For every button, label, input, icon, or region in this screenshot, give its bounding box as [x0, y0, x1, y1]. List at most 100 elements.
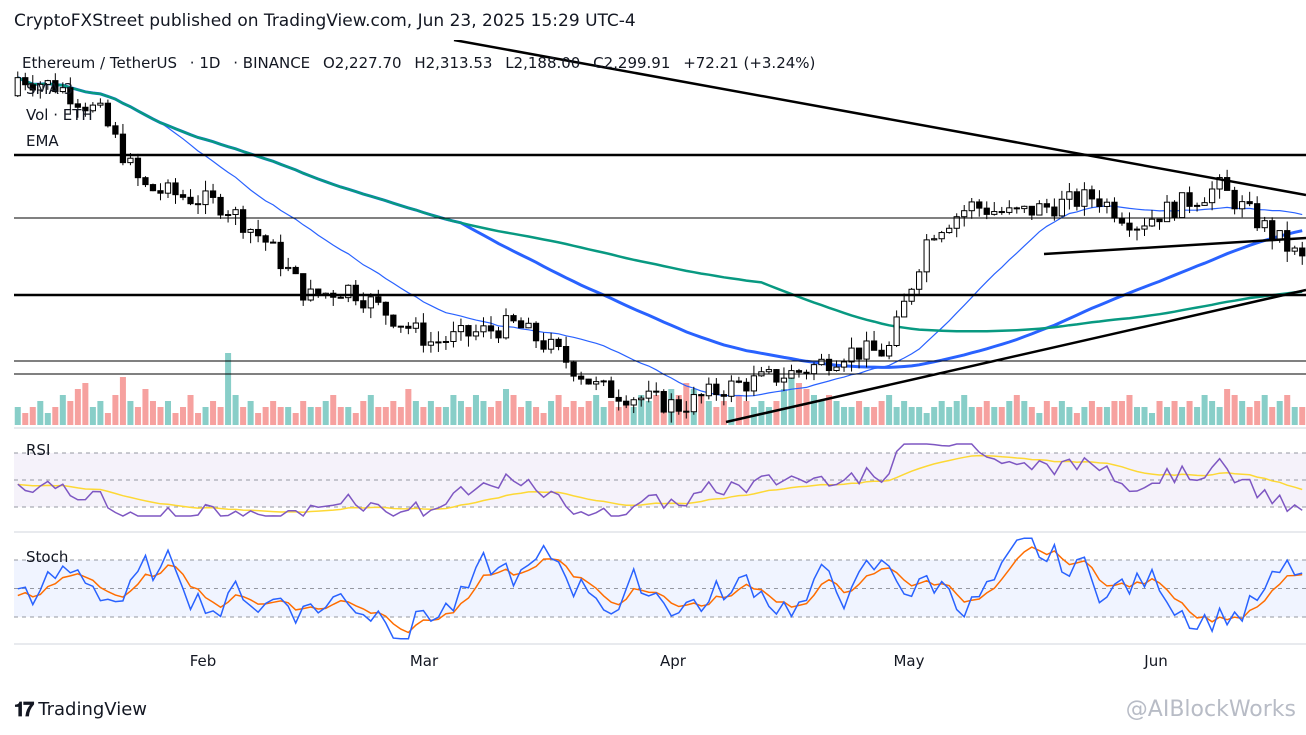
ema-label[interactable]: EMA: [26, 132, 59, 150]
pane-backgrounds: [14, 427, 1306, 645]
candle-body: [728, 380, 735, 397]
candle-body: [600, 380, 607, 383]
volume-bar: [367, 395, 374, 425]
volume-bar: [465, 407, 472, 425]
candle-body: [630, 399, 637, 406]
vol-label[interactable]: Vol · ETH: [26, 106, 93, 124]
volume-bar: [119, 377, 126, 425]
candle-body: [562, 346, 570, 363]
candle: [390, 314, 397, 329]
candle: [375, 289, 382, 306]
candle-body: [292, 266, 299, 275]
volume-bar: [540, 413, 547, 425]
candle-body: [277, 241, 284, 270]
candle-body: [608, 380, 615, 398]
candle-body: [705, 383, 712, 397]
candle-body: [938, 232, 945, 240]
volume-bar: [923, 413, 930, 425]
volume-bar: [623, 401, 630, 425]
candle-body: [337, 296, 344, 299]
stoch-pane: [14, 537, 1306, 640]
stoch-label[interactable]: Stoch: [26, 548, 69, 566]
candle-body: [1021, 205, 1028, 210]
volume-bar: [615, 407, 622, 425]
candle: [89, 102, 97, 113]
candle-body: [555, 338, 562, 348]
volume-bar: [931, 407, 938, 425]
candle: [547, 332, 555, 354]
volume-bar: [608, 401, 615, 425]
volume-bar: [1126, 395, 1133, 425]
candle-body: [427, 341, 435, 346]
chart-area[interactable]: Feb Mar Apr May Jun Ethereum / TetherUS · 1D…: [14, 40, 1306, 682]
volume-bar: [1186, 401, 1193, 425]
sma-label[interactable]: SMA 3: [26, 80, 74, 98]
candle: [946, 224, 953, 234]
volume-bar: [630, 407, 637, 425]
candle-body: [134, 157, 142, 179]
volume-bar: [810, 395, 817, 425]
volume-bar: [225, 353, 232, 425]
candle: [1239, 195, 1246, 218]
price-chart-svg[interactable]: Feb Mar Apr May Jun: [14, 40, 1306, 682]
candle-body: [773, 369, 780, 383]
candle: [134, 153, 142, 186]
volume-bar: [548, 401, 555, 425]
candle-body: [900, 300, 908, 318]
volume-bar: [998, 407, 1005, 425]
candle-body: [991, 211, 998, 215]
volume-bar: [833, 401, 840, 425]
volume-bar: [525, 401, 532, 425]
candle-body: [825, 358, 833, 372]
candle-body: [247, 228, 254, 233]
candle-body: [923, 239, 930, 273]
x-tick-label: Apr: [660, 652, 687, 670]
volume-bar: [1088, 401, 1095, 425]
candle: [608, 376, 615, 398]
candle: [457, 318, 465, 341]
tradingview-logo[interactable]: 𝟏𝟕 TradingView: [14, 697, 147, 721]
candle-body: [1148, 218, 1156, 227]
candle: [142, 176, 149, 188]
candle: [998, 206, 1005, 215]
candle: [37, 81, 44, 99]
volume-bar: [795, 383, 802, 425]
candle: [675, 395, 682, 415]
stoch-d-line: [17, 546, 1303, 634]
candle: [1073, 188, 1081, 211]
candle-body: [818, 358, 825, 366]
candle-body: [345, 284, 352, 299]
candle-body: [300, 273, 307, 301]
volume-bar: [916, 407, 923, 425]
candle-body: [690, 394, 697, 413]
candle-body: [885, 344, 893, 357]
close-value: C2,299.91: [593, 54, 671, 72]
sep: ·: [233, 54, 238, 72]
candle: [59, 82, 66, 94]
rsi-line: [17, 443, 1303, 518]
candle: [487, 316, 495, 339]
candle: [202, 180, 209, 215]
candle: [254, 219, 262, 243]
candle-body: [224, 214, 232, 217]
candle: [14, 71, 21, 97]
volume-bar: [240, 407, 247, 425]
volume-bar: [1171, 401, 1178, 425]
candle: [82, 102, 89, 117]
volume-bar: [217, 407, 224, 425]
candle: [923, 234, 930, 283]
candle-body: [480, 325, 487, 333]
volume-bar: [59, 395, 66, 425]
volume-bar: [1066, 407, 1073, 425]
rsi-label[interactable]: RSI: [26, 441, 51, 459]
candle: [217, 193, 224, 219]
candle-body: [713, 383, 720, 396]
volume-bar: [285, 407, 292, 425]
candle: [765, 365, 773, 375]
candle: [653, 382, 660, 397]
volume-bar: [1141, 407, 1148, 425]
volume-bar: [645, 401, 652, 425]
candle-body: [840, 361, 848, 368]
candle-body: [660, 391, 667, 413]
candle-body: [412, 322, 420, 329]
